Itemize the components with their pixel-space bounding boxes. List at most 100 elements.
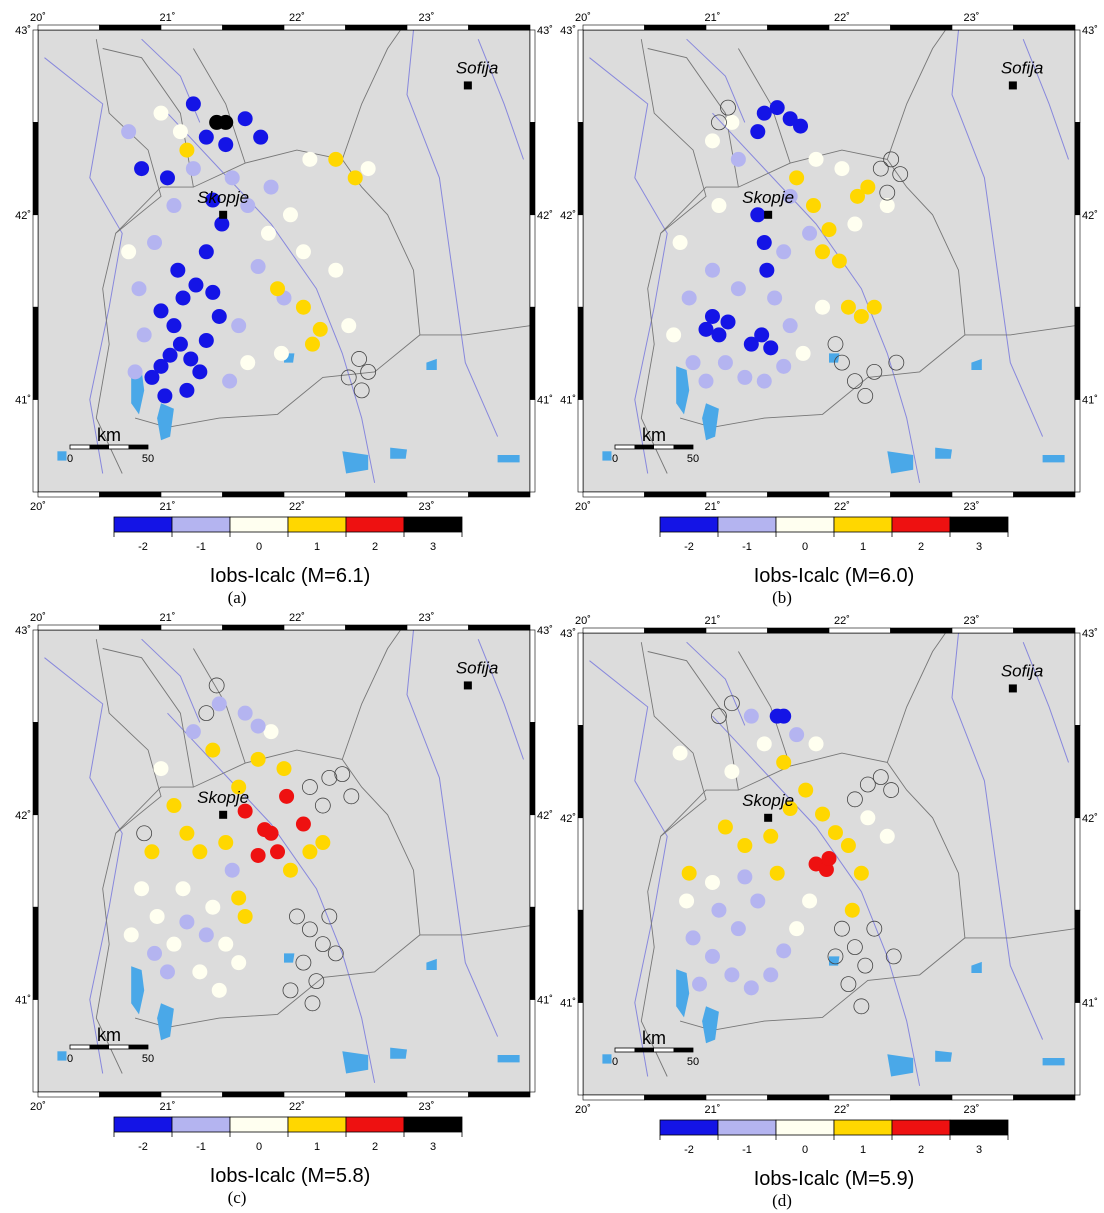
lake xyxy=(971,358,982,370)
frame-bar xyxy=(222,24,285,31)
city-label: Sofija xyxy=(456,658,499,677)
residual-circle xyxy=(185,96,201,112)
residual-circle xyxy=(211,696,227,712)
scale-bar-segment xyxy=(89,1045,109,1049)
frame-bar xyxy=(1074,122,1081,216)
residual-circle xyxy=(834,161,850,177)
frame-bar xyxy=(951,491,1014,498)
city-marker xyxy=(764,813,773,822)
lat-tick-label: 41˚ xyxy=(537,995,553,1007)
residual-circle xyxy=(759,262,775,278)
lon-tick-label: 23˚ xyxy=(418,501,434,513)
residual-circle xyxy=(218,936,234,952)
colorbar-swatch xyxy=(403,516,463,533)
residual-circle xyxy=(717,819,733,835)
colorbar-tick-label: 1 xyxy=(314,1141,320,1153)
residual-circle xyxy=(211,308,227,324)
colorbar-tick-label: 0 xyxy=(802,1144,808,1156)
lake xyxy=(887,451,914,474)
colorbar-swatch xyxy=(717,1119,777,1136)
residual-circle xyxy=(179,825,195,841)
residual-circle xyxy=(237,803,253,819)
country-border xyxy=(341,29,401,160)
colorbar-tick-label: -1 xyxy=(742,541,752,553)
frame-bar xyxy=(345,491,408,498)
frame-bar xyxy=(283,491,346,498)
lake xyxy=(702,1006,719,1044)
river xyxy=(589,57,668,474)
residual-circle xyxy=(295,816,311,832)
residual-circle xyxy=(776,244,792,260)
country-border xyxy=(115,149,421,428)
lat-tick-label: 42˚ xyxy=(560,813,576,825)
lat-tick-label: 43˚ xyxy=(15,25,31,37)
river xyxy=(167,712,376,1083)
residual-circle xyxy=(672,235,688,251)
river xyxy=(589,660,668,1077)
residual-circle xyxy=(205,742,221,758)
colorbar-tick-label: -1 xyxy=(196,541,206,553)
lon-tick-label: 20˚ xyxy=(30,12,46,24)
frame-bar xyxy=(32,999,39,1093)
residual-circle xyxy=(756,373,772,389)
country-border xyxy=(660,149,966,428)
scale-start: 0 xyxy=(612,1056,618,1068)
frame-bar xyxy=(32,29,39,123)
colorbar-tick-label: 0 xyxy=(256,1141,262,1153)
no-data-circle xyxy=(321,769,338,786)
no-data-circle xyxy=(360,363,377,380)
residual-circle xyxy=(136,327,152,343)
residual-circle xyxy=(730,921,746,937)
scale-end: 50 xyxy=(142,453,154,465)
frame-bar xyxy=(644,1094,707,1101)
residual-circle xyxy=(795,345,811,361)
lon-tick-label: 20˚ xyxy=(575,615,591,627)
city-label: Skopje xyxy=(742,791,794,810)
frame-bar xyxy=(577,29,584,123)
lat-tick-label: 41˚ xyxy=(560,395,576,407)
city-label: Sofija xyxy=(1001,58,1044,77)
no-data-circle xyxy=(308,973,325,990)
panel-letter: (d) xyxy=(772,1191,792,1210)
residual-circle xyxy=(179,382,195,398)
residual-circle xyxy=(815,244,831,260)
lon-tick-label: 21˚ xyxy=(705,501,721,513)
frame-bar xyxy=(644,627,707,634)
residual-circle xyxy=(685,355,701,371)
residual-circle xyxy=(153,358,169,374)
colorbar: -2 -1 0 1 2 3 xyxy=(659,516,1009,553)
frame-bar xyxy=(951,627,1014,634)
frame-bar xyxy=(529,306,536,400)
lon-tick-label: 21˚ xyxy=(705,12,721,24)
colorbar-swatch xyxy=(659,516,719,533)
residual-circle xyxy=(698,321,714,337)
residual-circle xyxy=(782,801,798,817)
city-label: Skopje xyxy=(742,188,794,207)
frame-bar xyxy=(890,1094,953,1101)
no-data-circle xyxy=(885,948,902,965)
land-area xyxy=(38,630,530,1092)
residual-circle xyxy=(270,281,286,297)
country-border xyxy=(660,752,966,1031)
colorbar-tick-label: 2 xyxy=(918,1144,924,1156)
residual-circle xyxy=(879,828,895,844)
frame-bar xyxy=(37,624,100,631)
residual-circle xyxy=(737,838,753,854)
land-area xyxy=(38,30,530,492)
residual-circle xyxy=(698,373,714,389)
colorbar-tick-label: -2 xyxy=(684,541,694,553)
no-data-circle xyxy=(859,776,876,793)
no-data-circle xyxy=(321,908,338,925)
residual-circle xyxy=(767,290,783,306)
lon-tick-label: 23˚ xyxy=(963,12,979,24)
residual-circle xyxy=(789,727,805,743)
lat-tick-label: 42˚ xyxy=(560,210,576,222)
country-border xyxy=(886,29,946,160)
residual-circle xyxy=(144,844,160,860)
lat-tick-label: 41˚ xyxy=(1082,998,1098,1010)
residual-circle xyxy=(188,277,204,293)
country-border xyxy=(341,629,401,760)
frame-bar xyxy=(1013,627,1076,634)
residual-circle xyxy=(763,828,779,844)
residual-circle xyxy=(240,198,256,214)
